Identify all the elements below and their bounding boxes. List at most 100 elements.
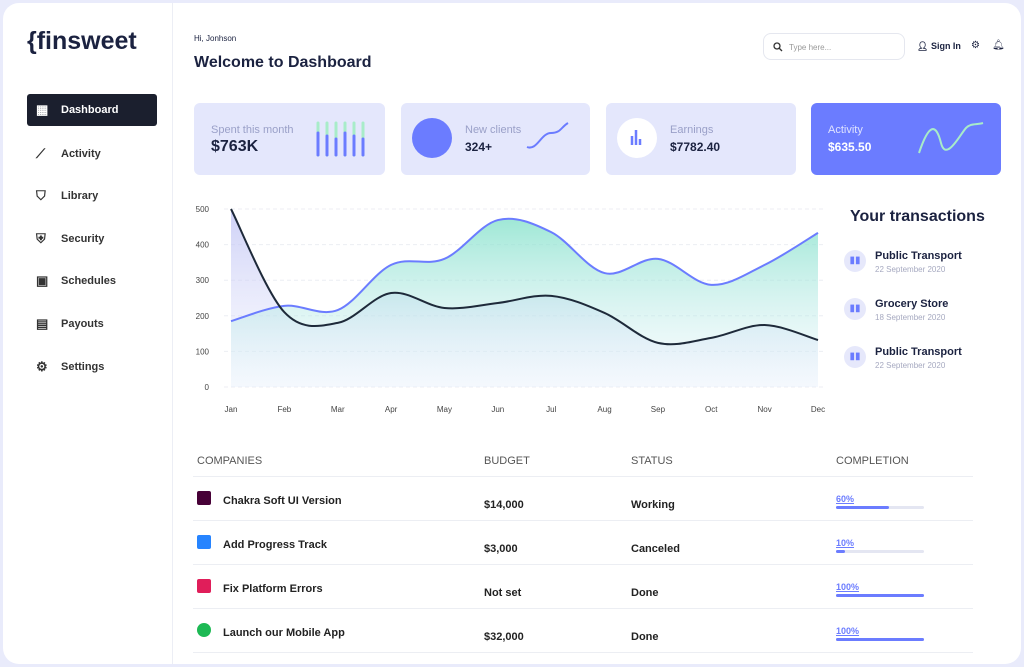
x-tick-label: Sep <box>651 405 666 414</box>
card-value: $7782.40 <box>670 140 721 154</box>
card-icon <box>412 118 452 158</box>
company-name: Fix Platform Errors <box>223 583 323 595</box>
stat-card: Earnings $7782.40 <box>606 103 796 175</box>
company-name: Add Progress Track <box>223 539 327 551</box>
nav-item[interactable]: Settings ⚙ <box>36 359 105 374</box>
nav-icon: ⟋ <box>36 146 46 161</box>
transaction-date: 18 September 2020 <box>875 313 946 322</box>
transaction-icon: ▮▮ <box>844 250 866 272</box>
budget: $32,000 <box>484 631 524 643</box>
status: Done <box>631 587 659 599</box>
y-tick-label: 100 <box>196 347 210 356</box>
sign-in-label: Sign In <box>930 41 961 51</box>
row-divider <box>193 476 973 477</box>
card-graphic <box>412 118 569 158</box>
logo[interactable]: {finsweet <box>27 27 137 55</box>
completion-label: 100% <box>836 582 860 592</box>
transaction-date: 22 September 2020 <box>875 265 946 274</box>
table-header: STATUS <box>631 455 673 467</box>
transaction-name: Public Transport <box>875 250 962 262</box>
transactions-title: Your transactions <box>850 208 985 225</box>
settings-icon[interactable]: ⚙ <box>971 40 980 51</box>
y-tick-label: 300 <box>196 276 210 285</box>
progress-track <box>836 550 924 553</box>
completion-label: 60% <box>836 494 855 504</box>
card-value: $763K <box>211 138 259 155</box>
stat-card: Activity $635.50 <box>811 103 1001 175</box>
card-graphic <box>316 121 365 157</box>
x-tick-label: Jun <box>491 405 504 414</box>
nav-item[interactable]: Payouts ▤ <box>36 316 104 331</box>
x-tick-label: Dec <box>811 405 825 414</box>
transaction-name: Grocery Store <box>875 298 949 310</box>
notification-icon[interactable]: 🔔︎ <box>992 40 1005 51</box>
card-label: New clients <box>465 124 522 136</box>
progress-track <box>836 506 924 509</box>
nav-icon: ⛨ <box>36 231 46 246</box>
completion-label: 100% <box>836 626 860 636</box>
nav-item[interactable]: Library ⛉ <box>36 188 99 203</box>
progress-bar <box>836 594 924 597</box>
card-graphic <box>617 118 657 158</box>
company-icon <box>197 535 211 549</box>
progress-bar <box>836 550 845 553</box>
y-tick-label: 0 <box>205 383 210 392</box>
stat-card: Spent this month $763K <box>194 103 385 175</box>
x-tick-label: Nov <box>758 405 772 414</box>
search-placeholder: Type here... <box>789 43 832 52</box>
transaction-icon: ▮▮ <box>844 298 866 320</box>
transaction-icon: ▮▮ <box>844 346 866 368</box>
nav-icon: ⚙ <box>36 359 48 374</box>
x-tick-label: Apr <box>385 405 398 414</box>
nav-item[interactable]: Security ⛨ <box>36 231 105 246</box>
nav-item[interactable]: Schedules ▣ <box>36 273 117 288</box>
progress-track <box>836 594 924 597</box>
nav-icon: ▤ <box>36 316 49 331</box>
search-icon <box>773 42 783 52</box>
company-icon <box>197 579 211 593</box>
row-divider <box>193 652 973 653</box>
company-name: Chakra Soft UI Version <box>223 495 342 507</box>
budget: Not set <box>484 587 522 599</box>
table-header: BUDGET <box>484 455 530 467</box>
card-label: Activity <box>828 124 863 136</box>
nav-item[interactable]: Activity ⟋ <box>36 146 101 161</box>
search-box[interactable]: Type here... <box>763 33 905 60</box>
table-header: COMPLETION <box>836 455 909 467</box>
x-tick-label: Mar <box>331 405 345 414</box>
card-label: Spent this month <box>211 124 294 136</box>
line <box>230 217 819 323</box>
transaction-date: 22 September 2020 <box>875 361 946 370</box>
mini-line <box>526 122 569 149</box>
sidebar: {finsweet Dashboard ▦ Activity ⟋ Library ⛉ Sec… <box>3 3 173 664</box>
x-tick-label: Feb <box>277 405 291 414</box>
nav-item[interactable]: Dashboard ▦ <box>27 94 157 126</box>
y-tick-label: 500 <box>196 205 210 214</box>
table-header: COMPANIES <box>197 455 263 467</box>
status: Canceled <box>631 543 680 555</box>
progress-track <box>836 638 924 641</box>
nav-icon: ▦ <box>36 102 49 117</box>
area <box>231 218 818 387</box>
x-tick-label: Aug <box>597 405 611 414</box>
completion-label: 10% <box>836 538 855 548</box>
sign-in[interactable]: 👤︎ Sign In <box>917 41 961 51</box>
budget: $14,000 <box>484 499 524 511</box>
x-tick-label: Jan <box>225 405 238 414</box>
card-value: 324+ <box>465 140 493 154</box>
status: Done <box>631 631 659 643</box>
company-icon <box>197 491 211 505</box>
nav-icon: ⛉ <box>36 188 46 203</box>
budget: $3,000 <box>484 543 518 555</box>
company-name: Launch our Mobile App <box>223 627 345 639</box>
progress-bar <box>836 638 924 641</box>
y-tick-label: 400 <box>196 241 210 250</box>
card-label: Earnings <box>670 124 714 136</box>
row-divider <box>193 520 973 521</box>
card-value: $635.50 <box>828 140 872 154</box>
company-icon <box>197 623 211 637</box>
x-tick-label: Jul <box>546 405 556 414</box>
x-tick-label: Oct <box>705 405 718 414</box>
card-graphic <box>918 122 984 154</box>
